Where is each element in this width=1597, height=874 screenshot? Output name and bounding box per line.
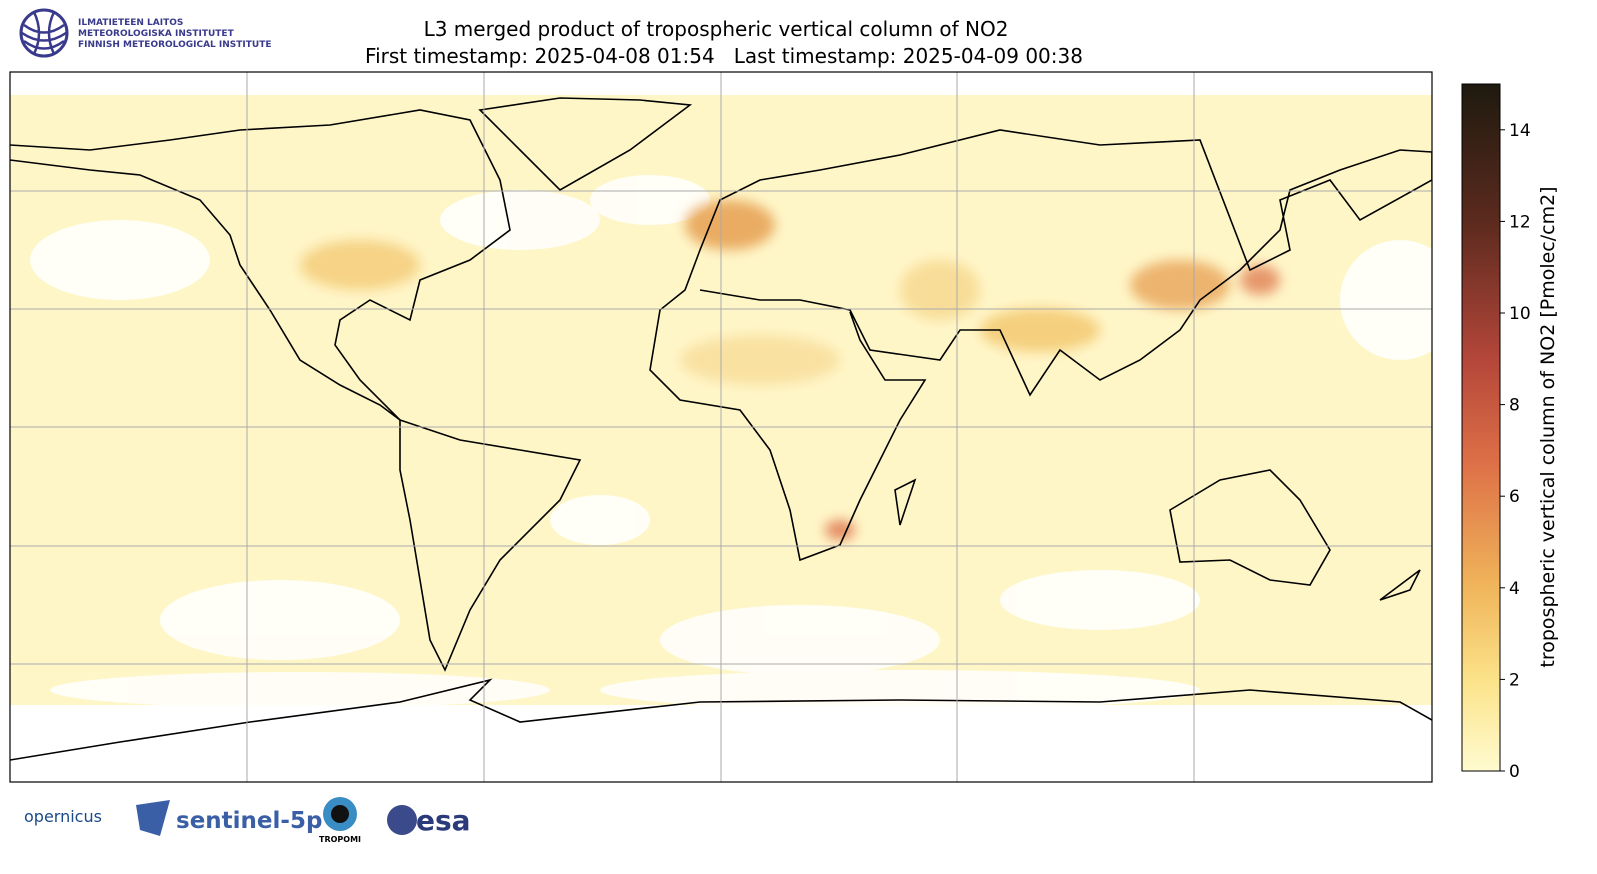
coastlines [10, 97, 1432, 761]
logo-tropomi: TROPOMI [319, 835, 361, 844]
logo-text: FINNISH METEOROLOGICAL INSTITUTE [78, 40, 272, 50]
colorbar-tick-label: 12 [1509, 212, 1531, 232]
colorbar [1461, 83, 1501, 772]
colorbar-tick-label: 14 [1509, 121, 1531, 141]
colorbar-ticks: 0 2 4 6 8 10 12 14 [1500, 121, 1531, 782]
logo-copernicus: opernicus [24, 807, 102, 826]
colorbar-tick-label: 10 [1509, 304, 1531, 324]
footer-logos: opernicus sentinel-5p TROPOMI esa [24, 797, 471, 844]
colorbar-tick-label: 4 [1509, 579, 1520, 599]
logo-esa: esa [416, 804, 471, 837]
no2-hotspots [300, 200, 1280, 540]
fmi-logo: ILMATIETEEN LAITOS METEOROLOGISKA INSTIT… [19, 8, 272, 58]
colorbar-tick-label: 0 [1509, 762, 1520, 782]
map [10, 72, 1432, 782]
logo-text: ILMATIETEEN LAITOS [78, 18, 183, 28]
colorbar-label: tropospheric vertical column of NO2 [Pmo… [1537, 186, 1559, 667]
graticule [10, 72, 1432, 782]
colorbar-tick-label: 8 [1509, 396, 1520, 416]
colorbar-tick-label: 6 [1509, 487, 1520, 507]
map-frame [9, 71, 1433, 783]
data-gaps [30, 175, 1432, 710]
subtitle: First timestamp: 2025-04-08 01:54 Last t… [365, 44, 1083, 68]
logo-sentinel: sentinel-5p [176, 808, 322, 834]
logo-text: METEOROLOGISKA INSTITUTET [78, 29, 235, 39]
title: L3 merged product of tropospheric vertic… [424, 17, 1009, 41]
colorbar-tick-label: 2 [1509, 670, 1520, 690]
